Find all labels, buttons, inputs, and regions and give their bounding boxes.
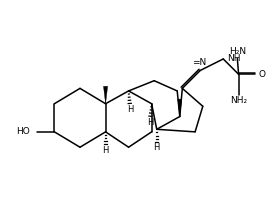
Text: H: H xyxy=(102,146,109,155)
Text: O: O xyxy=(258,70,265,79)
Text: H: H xyxy=(154,143,160,152)
Text: H: H xyxy=(147,118,154,127)
Polygon shape xyxy=(103,86,108,104)
Polygon shape xyxy=(178,99,182,117)
Text: NH: NH xyxy=(227,54,241,63)
Text: =N: =N xyxy=(192,58,206,67)
Text: H: H xyxy=(127,105,133,114)
Text: HO: HO xyxy=(16,127,30,136)
Text: H₂N: H₂N xyxy=(229,47,246,56)
Text: NH₂: NH₂ xyxy=(230,96,247,105)
